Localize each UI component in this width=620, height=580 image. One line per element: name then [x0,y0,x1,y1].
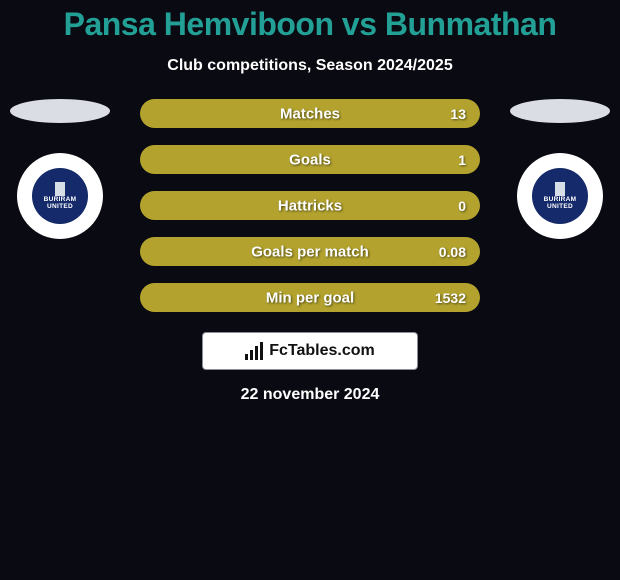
stat-value: 0 [458,198,466,214]
club-text-bottom: UNITED [47,204,73,211]
right-oval-placeholder [510,99,610,123]
stat-value: 0.08 [439,244,466,260]
stat-value: 13 [450,106,466,122]
left-club-badge: BURIRAM UNITED [17,153,103,239]
stat-bar: Matches 13 [140,99,480,128]
right-column: BURIRAM UNITED [510,99,610,239]
club-text-bottom: UNITED [547,204,573,211]
left-club-inner: BURIRAM UNITED [32,168,88,224]
stat-row-min-per-goal: Min per goal 1532 [110,283,510,312]
stat-value: 1 [458,152,466,168]
stat-label: Min per goal [266,289,354,306]
stat-row-matches: Matches 13 [110,99,510,128]
stat-label: Goals [289,151,331,168]
stat-bar: Min per goal 1532 [140,283,480,312]
brand-box: FcTables.com [202,332,418,370]
subtitle: Club competitions, Season 2024/2025 [0,57,620,75]
page-title: Pansa Hemviboon vs Bunmathan [0,0,620,43]
stat-row-goals: Goals 1 [110,145,510,174]
stat-row-hattricks: Hattricks 0 [110,191,510,220]
stat-label: Goals per match [251,243,369,260]
stat-bar: Goals 1 [140,145,480,174]
right-club-badge: BURIRAM UNITED [517,153,603,239]
left-column: BURIRAM UNITED [10,99,110,239]
stat-bars: Matches 13 Goals 1 Hattricks 0 Goals per… [110,99,510,312]
monument-icon [555,182,565,196]
right-club-inner: BURIRAM UNITED [532,168,588,224]
stat-value: 1532 [435,290,466,306]
stat-bar: Hattricks 0 [140,191,480,220]
comparison-content: BURIRAM UNITED Matches 13 Goals 1 Hattri… [0,99,620,312]
stat-label: Matches [280,105,340,122]
monument-icon [55,182,65,196]
stat-bar: Goals per match 0.08 [140,237,480,266]
stat-label: Hattricks [278,197,342,214]
stat-row-goals-per-match: Goals per match 0.08 [110,237,510,266]
bar-chart-icon [245,342,263,360]
date-text: 22 november 2024 [0,386,620,404]
brand-text: FcTables.com [269,342,375,360]
left-oval-placeholder [10,99,110,123]
